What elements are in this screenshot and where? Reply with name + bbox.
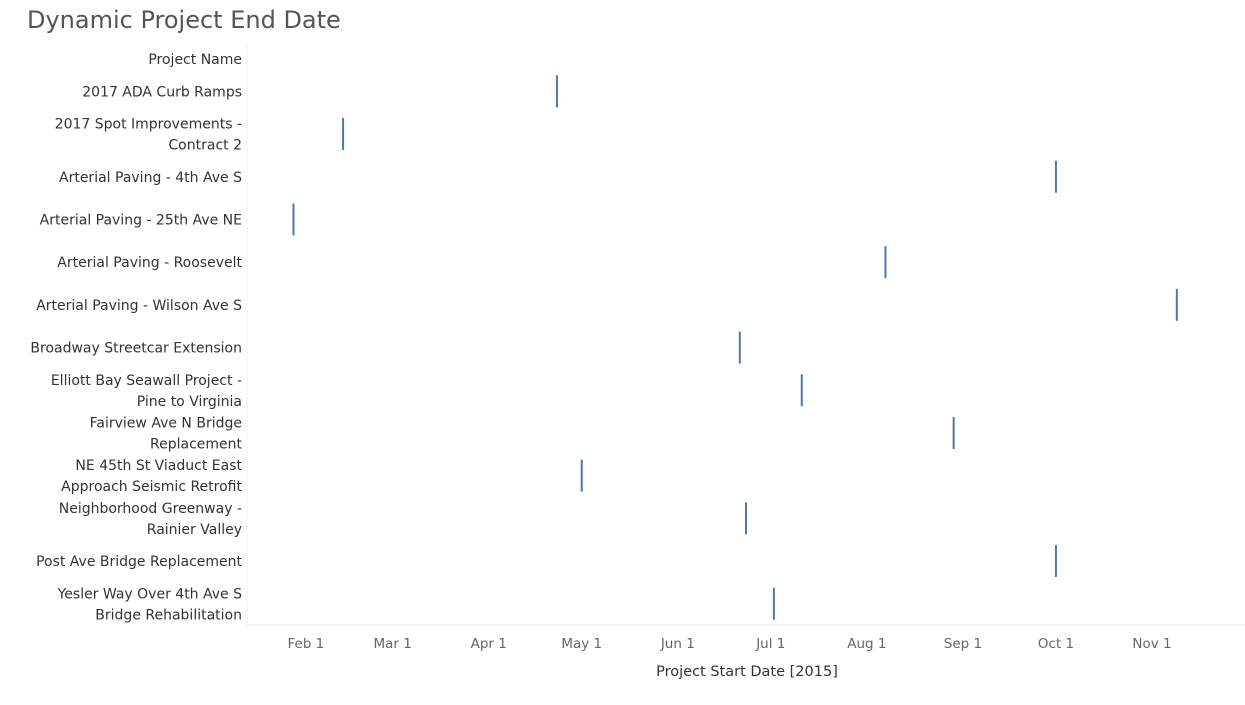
chart-title: Dynamic Project End Date xyxy=(27,6,341,34)
row-label: Bridge Rehabilitation xyxy=(95,607,242,623)
row-label: Rainier Valley xyxy=(147,522,242,538)
row-label: Arterial Paving - Wilson Ave S xyxy=(36,298,242,314)
y-axis-header: Project Name xyxy=(148,52,242,68)
x-tick-label: Oct 1 xyxy=(1038,636,1074,652)
row-label: Approach Seismic Retrofit xyxy=(61,479,242,495)
x-tick-label: Jun 1 xyxy=(660,636,695,652)
row-label: Yesler Way Over 4th Ave S xyxy=(57,586,243,602)
row-label: Post Ave Bridge Replacement xyxy=(36,554,242,570)
row-label: Fairview Ave N Bridge xyxy=(90,415,242,431)
x-tick-label: May 1 xyxy=(561,636,602,652)
x-tick-label: Feb 1 xyxy=(287,636,324,652)
x-tick-label: Sep 1 xyxy=(944,636,982,652)
row-label: Neighborhood Greenway - xyxy=(59,501,242,517)
row-label: 2017 Spot Improvements - xyxy=(55,117,242,133)
row-label: Replacement xyxy=(150,436,243,452)
x-tick-label: Aug 1 xyxy=(847,636,886,652)
x-tick-label: Mar 1 xyxy=(373,636,411,652)
row-label: Arterial Paving - 4th Ave S xyxy=(59,170,242,186)
row-label: Elliott Bay Seawall Project - xyxy=(51,373,242,389)
row-label: Arterial Paving - 25th Ave NE xyxy=(40,212,242,228)
row-label: Contract 2 xyxy=(168,138,242,154)
row-label: Pine to Virginia xyxy=(137,394,242,410)
x-tick-label: Jul 1 xyxy=(755,636,785,652)
row-label: Broadway Streetcar Extension xyxy=(30,341,242,357)
x-tick-label: Apr 1 xyxy=(471,636,507,652)
row-label: 2017 ADA Curb Ramps xyxy=(82,84,242,100)
x-axis-title: Project Start Date [2015] xyxy=(656,664,838,680)
rows-group: 2017 ADA Curb Ramps 2017 Spot Improvement… xyxy=(30,75,1178,623)
row-label: Arterial Paving - Roosevelt xyxy=(57,255,242,271)
row-label: NE 45th St Viaduct East xyxy=(75,458,242,474)
x-tick-label: Nov 1 xyxy=(1132,636,1171,652)
x-axis-ticks: Feb 1 Mar 1 Apr 1 May 1 Jun 1 Jul 1 Aug 1 Sep 1… xyxy=(287,636,1171,652)
